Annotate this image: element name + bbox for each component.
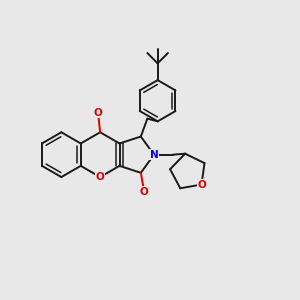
Text: N: N [150, 150, 158, 160]
Text: O: O [96, 172, 104, 182]
Text: O: O [94, 108, 103, 118]
Text: O: O [197, 179, 206, 190]
Text: O: O [140, 187, 148, 197]
